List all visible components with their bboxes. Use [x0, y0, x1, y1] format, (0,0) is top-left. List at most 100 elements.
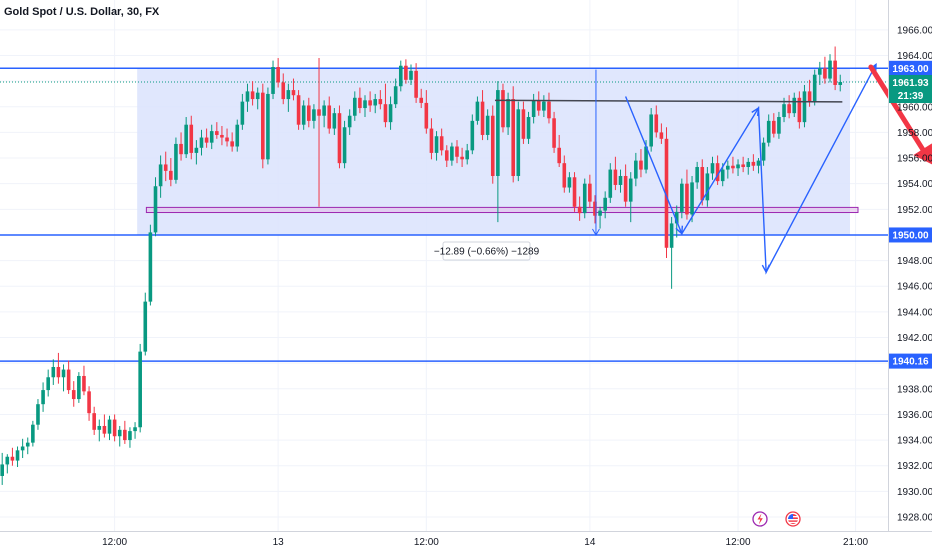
candle-body: [838, 82, 843, 85]
candle-body: [337, 113, 342, 164]
x-tick-label: 12:00: [102, 537, 127, 548]
candle-body: [562, 163, 567, 188]
y-tick-label: 1928.00: [897, 513, 932, 524]
candle-body: [56, 367, 61, 378]
candle-body: [695, 167, 699, 183]
support-zone[interactable]: [145, 206, 859, 214]
candle-body: [25, 442, 30, 447]
candle-body: [5, 456, 10, 465]
candle-body: [542, 101, 546, 111]
candle-body: [240, 101, 245, 125]
candle-body: [358, 97, 362, 109]
candle-body: [169, 170, 173, 180]
candle-body: [61, 369, 66, 378]
candle-body: [291, 90, 296, 96]
level-price-tag: [889, 353, 932, 369]
candle-series[interactable]: [0, 46, 843, 485]
chart-drawings[interactable]: −12.89 (−0.66%) −1289: [434, 63, 932, 275]
candle-body: [10, 456, 15, 461]
candle-body: [204, 137, 209, 143]
candle-body: [128, 431, 132, 441]
candle-body: [582, 183, 587, 214]
candle-body: [475, 101, 480, 121]
candle-body: [138, 351, 142, 428]
last-price-tag: [889, 75, 932, 104]
y-tick-label: 1934.00: [897, 436, 932, 447]
candle-body: [802, 91, 807, 123]
candle-body: [378, 99, 383, 105]
candle-body: [368, 100, 372, 106]
pattern-arrowhead: [751, 106, 760, 117]
level-price-tag: [889, 227, 932, 243]
candle-body: [654, 114, 659, 133]
candle-body: [215, 131, 219, 135]
candle-body: [501, 90, 505, 128]
x-tick-label: 12:00: [414, 537, 439, 548]
lightning-event-icon[interactable]: [752, 511, 768, 527]
candle-body: [480, 101, 485, 135]
candle-body: [424, 102, 429, 129]
us-flag-event-icon[interactable]: [785, 511, 801, 527]
y-tick-label: 1964.00: [897, 51, 932, 62]
candle-body: [669, 223, 674, 248]
candle-body: [194, 147, 199, 153]
candle-body: [271, 67, 275, 94]
candle-body: [46, 377, 50, 391]
candle-body: [31, 424, 35, 443]
candle-body: [393, 86, 398, 105]
candle-body: [388, 104, 393, 123]
candle-body: [792, 97, 797, 114]
candle-body: [710, 163, 715, 174]
candle-body: [220, 134, 224, 138]
candle-body: [404, 65, 408, 80]
price-axis-tags: 1963.00 1950.00 1940.16 1961.93 21:39: [889, 60, 932, 369]
candle-body: [327, 105, 332, 129]
candle-body: [276, 67, 280, 83]
measure-arrowhead: [592, 228, 600, 236]
candle-body: [516, 109, 521, 176]
candle-body: [117, 429, 122, 437]
forecast-arrow-shaft[interactable]: [868, 64, 926, 152]
candle-body: [235, 124, 240, 147]
candle-body: [174, 143, 178, 180]
y-tick-label: 1958.00: [897, 128, 932, 139]
pattern-arrowhead: [675, 225, 684, 236]
candle-body: [342, 127, 347, 164]
candle-body: [531, 100, 536, 118]
candle-body: [107, 419, 112, 434]
last-price-label: 1961.93: [892, 78, 929, 89]
candle-body: [506, 99, 510, 128]
y-tick-label: 1952.00: [897, 205, 932, 216]
candle-body: [332, 113, 337, 129]
candle-body: [36, 404, 40, 425]
candle-body: [731, 165, 735, 169]
candle-body: [674, 211, 679, 224]
candle-body: [644, 146, 648, 170]
candle-body: [787, 104, 791, 114]
y-tick-label: 1966.00: [897, 25, 932, 36]
candle-body: [148, 232, 153, 302]
y-tick-label: 1946.00: [897, 282, 932, 293]
x-tick-label: 21:00: [843, 537, 868, 548]
candle-body: [680, 183, 684, 212]
candle-body: [577, 206, 582, 214]
candle-body: [51, 367, 56, 378]
candle-body: [158, 164, 163, 187]
y-tick-label: 1944.00: [897, 307, 932, 318]
candle-body: [434, 136, 439, 153]
y-tick-label: 1954.00: [897, 179, 932, 190]
candle-body: [649, 114, 653, 147]
candle-body: [307, 105, 311, 121]
candle-body: [608, 169, 613, 198]
candle-body: [521, 109, 526, 139]
candle-body: [209, 131, 214, 143]
candle-body: [639, 160, 643, 170]
countdown-timer: 21:39: [898, 91, 924, 102]
candle-body: [281, 82, 286, 100]
candle-body: [567, 177, 572, 188]
candle-body: [823, 68, 827, 79]
candle-body: [536, 100, 541, 111]
neckline[interactable]: [494, 99, 843, 103]
